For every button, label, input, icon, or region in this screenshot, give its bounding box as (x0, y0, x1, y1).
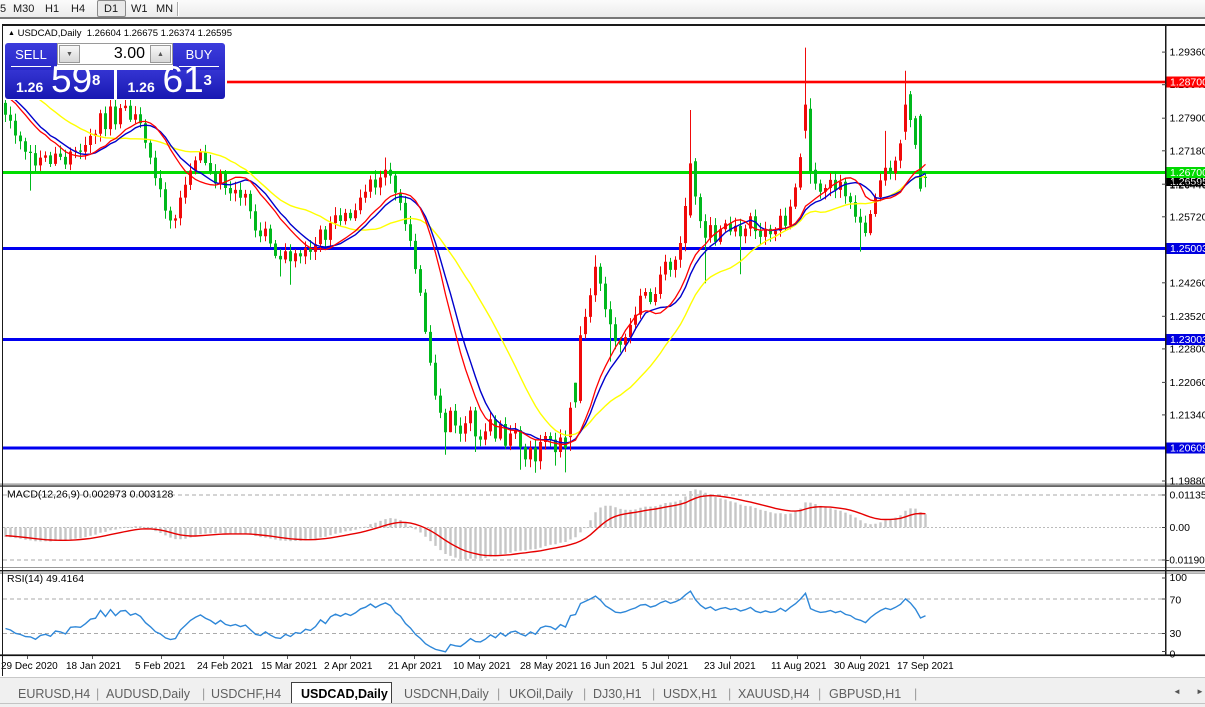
svg-text:1.23003: 1.23003 (1170, 334, 1205, 346)
svg-text:1.26440: 1.26440 (1170, 180, 1205, 192)
svg-text:11 Aug 2021: 11 Aug 2021 (771, 661, 827, 672)
svg-text:28 May 2021: 28 May 2021 (520, 661, 578, 672)
svg-text:1.20609: 1.20609 (1170, 443, 1205, 455)
svg-text:0: 0 (1170, 649, 1176, 661)
svg-text:1.25003: 1.25003 (1170, 243, 1205, 255)
svg-text:5 Feb 2021: 5 Feb 2021 (135, 661, 186, 672)
svg-text:30: 30 (1170, 628, 1182, 640)
svg-text:1.25720: 1.25720 (1170, 211, 1205, 223)
svg-text:10 May 2021: 10 May 2021 (453, 661, 511, 672)
svg-text:70: 70 (1170, 595, 1182, 607)
svg-text:23 Jul 2021: 23 Jul 2021 (704, 661, 756, 672)
svg-text:1.23520: 1.23520 (1170, 311, 1205, 323)
svg-text:29 Dec 2020: 29 Dec 2020 (1, 661, 58, 672)
svg-text:1.22800: 1.22800 (1170, 343, 1205, 355)
svg-text:1.28700: 1.28700 (1170, 77, 1205, 89)
svg-text:2 Apr 2021: 2 Apr 2021 (324, 661, 373, 672)
svg-text:1.24260: 1.24260 (1170, 277, 1205, 289)
svg-text:5 Jul 2021: 5 Jul 2021 (642, 661, 689, 672)
svg-text:1.22060: 1.22060 (1170, 377, 1205, 389)
svg-text:MACD(12,26,9) 0.002973 0.00312: MACD(12,26,9) 0.002973 0.003128 (7, 489, 174, 501)
svg-text:1.27180: 1.27180 (1170, 145, 1205, 157)
svg-text:1.29360: 1.29360 (1170, 47, 1205, 59)
svg-text:15 Mar 2021: 15 Mar 2021 (261, 661, 318, 672)
svg-text:1.27900: 1.27900 (1170, 113, 1205, 125)
svg-text:1.26595: 1.26595 (1170, 176, 1205, 188)
svg-text:16 Jun 2021: 16 Jun 2021 (580, 661, 635, 672)
svg-text:RSI(14) 49.4164: RSI(14) 49.4164 (7, 573, 84, 585)
svg-text:21 Apr 2021: 21 Apr 2021 (388, 661, 442, 672)
svg-text:18 Jan 2021: 18 Jan 2021 (66, 661, 121, 672)
svg-text:1.21340: 1.21340 (1170, 409, 1205, 421)
svg-text:0.00: 0.00 (1170, 522, 1191, 534)
svg-text:30 Aug 2021: 30 Aug 2021 (834, 661, 891, 672)
svg-text:-0.01190: -0.01190 (1166, 556, 1205, 567)
svg-text:1.19880: 1.19880 (1170, 476, 1205, 488)
svg-text:100: 100 (1170, 572, 1188, 584)
svg-text:24 Feb 2021: 24 Feb 2021 (197, 661, 254, 672)
svg-text:1.26700: 1.26700 (1170, 167, 1205, 179)
svg-text:17 Sep 2021: 17 Sep 2021 (897, 661, 954, 672)
svg-text:0.01135: 0.01135 (1170, 490, 1205, 502)
